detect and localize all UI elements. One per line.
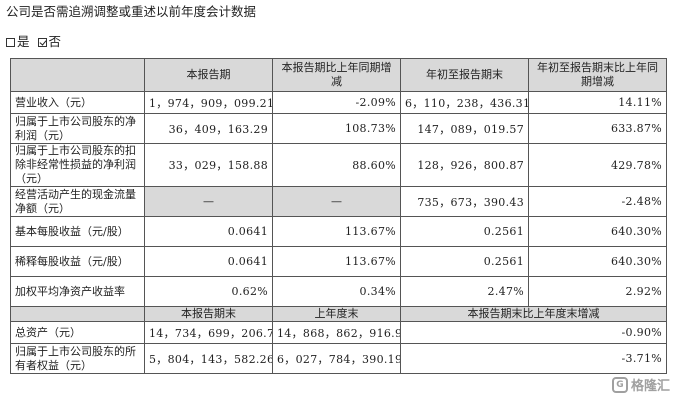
header-cell: 本报告期比上年同期增减 [272,58,401,92]
value-cell: 0.2561 [400,216,529,247]
table-row: 归属于上市公司股东的净利润（元） 36，409，163.29 108.73% 1… [10,113,667,144]
value-cell: 640.30% [528,216,667,247]
watermark-logo-icon: G [611,376,628,393]
value-cell: 633.87% [528,113,667,144]
no-label: 否 [48,34,62,49]
value-cell: 33，029，158.88 [144,143,273,187]
table-subheader-row: 本报告期末 上年度末 本报告期末比上年度末增减 [10,306,667,322]
value-cell: 0.0641 [144,216,273,247]
value-cell: 128，926，800.87 [400,143,529,187]
value-cell: 429.78% [528,143,667,187]
section-heading: 公司是否需追溯调整或重述以前年度会计数据 [6,4,257,19]
value-cell: — [272,186,401,217]
value-cell: 113.67% [272,216,401,247]
header-cell: 本报告期 [144,58,273,92]
row-label: 总资产（元） [10,321,145,344]
restatement-choice: 是 否 [6,34,69,50]
value-cell: 0.34% [272,276,401,307]
value-cell: 0.2561 [400,246,529,277]
value-cell: 6，027，784，390.19 [272,343,401,374]
table-row: 营业收入（元） 1，974，909，099.21 -2.09% 6，110，23… [10,91,667,114]
table-row: 归属于上市公司股东的所有者权益（元） 5，804，143，582.26 6，02… [10,343,667,374]
value-cell: 108.73% [272,113,401,144]
no-checkbox[interactable] [37,37,47,47]
value-cell: 5，804，143，582.26 [144,343,273,374]
header-cell [10,306,145,322]
header-cell: 年初至报告期末 [400,58,529,92]
value-cell: -3.71% [400,343,667,374]
value-cell: 14，734，699，206.71 [144,321,273,344]
value-cell: 0.62% [144,276,273,307]
table-row: 经营活动产生的现金流量净额（元） — — 735，673，390.43 -2.4… [10,186,667,217]
row-label: 归属于上市公司股东的净利润（元） [10,113,145,144]
header-cell: 本报告期末比上年度末增减 [400,306,667,322]
value-cell: 113.67% [272,246,401,277]
value-cell: -0.90% [400,321,667,344]
value-cell: 0.0641 [144,246,273,277]
table-row: 基本每股收益（元/股） 0.0641 113.67% 0.2561 640.30… [10,216,667,247]
row-label: 经营活动产生的现金流量净额（元） [10,186,145,217]
value-cell: 1，974，909，099.21 [144,91,273,114]
value-cell: -2.09% [272,91,401,114]
row-label: 稀释每股收益（元/股） [10,246,145,277]
value-cell: 14.11% [528,91,667,114]
yes-label: 是 [17,34,30,49]
yes-checkbox[interactable] [6,37,15,47]
table-row: 稀释每股收益（元/股） 0.0641 113.67% 0.2561 640.30… [10,246,667,277]
header-cell: 本报告期末 [144,306,273,322]
header-cell: 年初至报告期末比上年同期增减 [528,58,667,92]
table-row: 加权平均净资产收益率 0.62% 0.34% 2.47% 2.92% [10,276,667,307]
row-label: 归属于上市公司股东的所有者权益（元） [10,343,145,374]
table-header-row: 本报告期 本报告期比上年同期增减 年初至报告期末 年初至报告期末比上年同期增减 [10,58,667,92]
value-cell: 14，868，862，916.92 [272,321,401,344]
watermark-text: 格隆汇 [630,379,670,394]
value-cell: -2.48% [528,186,667,217]
value-cell: — [144,186,273,217]
financial-data-table: 本报告期 本报告期比上年同期增减 年初至报告期末 年初至报告期末比上年同期增减 … [10,58,667,374]
value-cell: 735，673，390.43 [400,186,529,217]
value-cell: 88.60% [272,143,401,187]
value-cell: 640.30% [528,246,667,277]
value-cell: 6，110，238，436.31 [400,91,529,114]
row-label: 基本每股收益（元/股） [10,216,145,247]
table-row: 归属于上市公司股东的扣除非经常性损益的净利润（元） 33，029，158.88 … [10,143,667,187]
value-cell: 147，089，019.57 [400,113,529,144]
row-label: 营业收入（元） [10,91,145,114]
header-cell [10,58,145,92]
row-label: 归属于上市公司股东的扣除非经常性损益的净利润（元） [10,143,145,187]
watermark: G 格隆汇 [611,375,670,394]
value-cell: 2.92% [528,276,667,307]
value-cell: 36，409，163.29 [144,113,273,144]
header-cell: 上年度末 [272,306,401,322]
value-cell: 2.47% [400,276,529,307]
table-row: 总资产（元） 14，734，699，206.71 14，868，862，916.… [10,321,667,344]
row-label: 加权平均净资产收益率 [10,276,145,307]
